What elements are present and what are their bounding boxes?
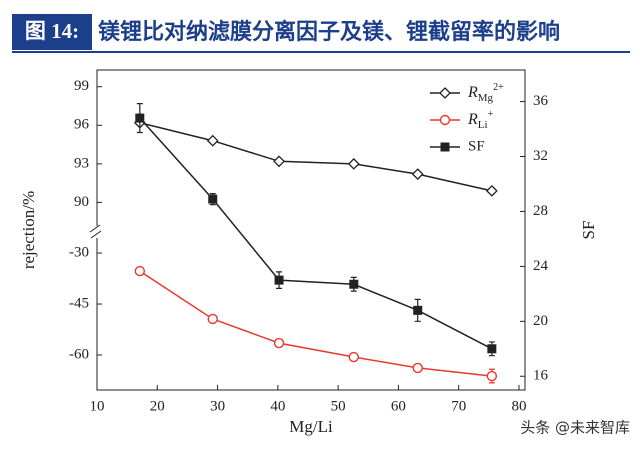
legend-label: RMg2+ — [467, 82, 504, 103]
marker — [206, 134, 219, 147]
marker — [348, 351, 359, 363]
x-tick-label: 20 — [150, 398, 165, 414]
x-tick-label: 10 — [90, 398, 105, 414]
y-axis-label: rejection/% — [19, 191, 38, 269]
plot-frame — [96, 69, 526, 391]
marker — [413, 305, 423, 315]
marker — [439, 114, 451, 126]
marker — [485, 184, 498, 197]
y2-axis-label: SF — [579, 221, 598, 240]
y-tick-label: 93 — [74, 155, 89, 171]
y2-tick-label: 32 — [533, 148, 548, 164]
x-tick-label: 80 — [511, 398, 526, 414]
figure-title: 镁锂比对纳滤膜分离因子及镁、锂截留率的影响 — [98, 19, 560, 45]
y-tick-label: -30 — [69, 245, 89, 261]
marker — [486, 370, 498, 382]
legend-label: SF — [468, 138, 485, 154]
series-line — [139, 117, 493, 350]
marker — [207, 313, 218, 325]
label-box — [12, 14, 92, 50]
marker — [487, 344, 497, 354]
legend-item: SF — [430, 138, 485, 154]
x-tick-label: 30 — [210, 398, 225, 414]
series-line — [139, 121, 493, 192]
marker — [347, 157, 360, 170]
marker — [274, 275, 284, 285]
x-tick-label: 40 — [270, 398, 285, 414]
y-tick-label: -45 — [69, 295, 89, 311]
marker — [439, 87, 451, 99]
legend-label: RLi+ — [467, 109, 494, 130]
watermark: 头条 @未来智库 — [520, 419, 630, 437]
y2-tick-label: 28 — [533, 203, 548, 219]
figure-label: 图 14: — [25, 19, 79, 43]
y2-tick-label: 24 — [533, 258, 549, 274]
marker — [440, 142, 450, 152]
y2-tick-label: 16 — [533, 368, 549, 384]
y-tick-label: 90 — [74, 194, 89, 210]
x-tick-label: 60 — [391, 398, 406, 414]
legend-item: RLi+ — [430, 109, 494, 131]
marker — [412, 362, 423, 374]
axis-break — [89, 224, 104, 239]
y2-tick-label: 36 — [533, 93, 549, 109]
y2-tick-label: 20 — [533, 313, 548, 329]
marker — [208, 194, 218, 204]
marker — [273, 155, 285, 168]
marker — [411, 168, 424, 181]
x-axis-label: Mg/Li — [289, 417, 333, 436]
x-tick-label: 70 — [451, 398, 466, 414]
x-tick-label: 50 — [331, 398, 346, 414]
marker — [349, 279, 359, 289]
marker — [273, 337, 285, 349]
y-tick-label: 96 — [74, 117, 90, 133]
marker — [134, 265, 146, 277]
marker — [135, 113, 145, 123]
y-tick-label: -60 — [69, 346, 89, 362]
y-tick-label: 99 — [74, 78, 89, 94]
series-line — [139, 270, 492, 377]
